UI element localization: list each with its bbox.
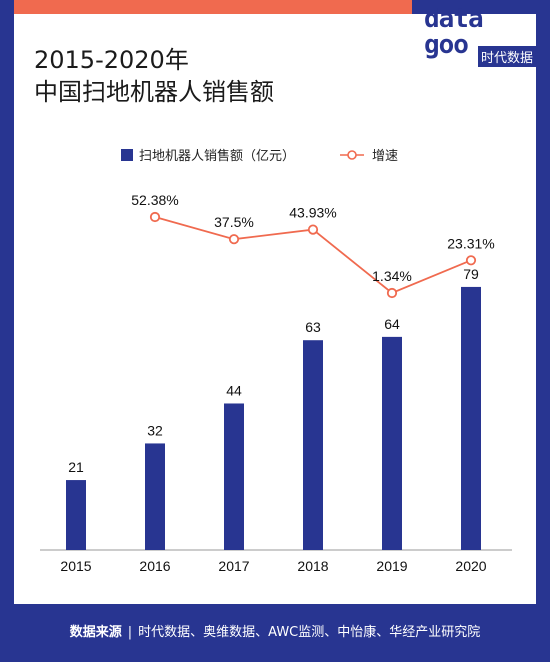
brand-good-text: goo (424, 30, 469, 60)
source-separator: | (127, 625, 133, 640)
growth-point-2017 (228, 234, 240, 245)
x-tick-2018: 2018 (297, 558, 328, 574)
bar-label-2018: 63 (305, 319, 321, 335)
bar-labels: 21 32 44 63 64 79 (68, 266, 479, 475)
bar-series (66, 286, 481, 550)
x-tick-2017: 2017 (218, 558, 249, 574)
x-tick-labels: 2015 2016 2017 2018 2019 2020 (60, 558, 486, 574)
growth-label-2020: 23.31% (447, 235, 494, 251)
growth-label-2017: 37.5% (214, 214, 254, 230)
growth-point-2019 (386, 287, 398, 299)
growth-label-2018: 43.93% (289, 205, 336, 221)
brand-tag: 时代数据 (478, 46, 537, 67)
bar-label-2019: 64 (384, 316, 400, 332)
x-tick-2019: 2019 (376, 558, 407, 574)
title-line-2: 中国扫地机器人销售额 (34, 78, 274, 106)
growth-point-2020 (465, 255, 477, 266)
legend-line-marker (347, 150, 357, 160)
x-tick-2016: 2016 (139, 558, 170, 574)
legend: 扫地机器人销售额（亿元） 增速 (121, 148, 398, 163)
growth-point-2016 (149, 211, 161, 223)
title-line-1: 2015-2020年 (34, 46, 189, 74)
chart-title: 2015-2020年 中国扫地机器人销售额 (34, 44, 274, 108)
bar-2017 (224, 403, 244, 550)
source-label: 数据来源 (69, 625, 122, 640)
x-tick-2020: 2020 (455, 558, 486, 574)
frame-right (536, 0, 550, 662)
legend-line-label: 增速 (372, 148, 398, 163)
growth-line-series (149, 211, 477, 299)
frame-left (0, 0, 14, 662)
growth-labels: 52.38% 37.5% 43.93% 1.34% 23.31% (131, 192, 494, 284)
growth-label-2016: 52.38% (131, 192, 178, 208)
x-tick-2015: 2015 (60, 558, 91, 574)
brand-logo: data goo 时代数据 (424, 6, 548, 74)
source-footer: 数据来源 | 时代数据、奥维数据、AWC监测、中怡康、华经产业研究院 (0, 604, 550, 662)
bar-2015 (66, 480, 86, 550)
bar-label-2017: 44 (226, 382, 242, 398)
legend-bar-label: 扫地机器人销售额（亿元） (139, 148, 295, 163)
bar-2016 (145, 443, 165, 550)
bar-2020 (461, 286, 481, 550)
growth-point-2018 (307, 224, 319, 235)
bar-2019 (382, 336, 402, 550)
frame-top-accent (14, 0, 412, 14)
bar-label-2020: 79 (463, 266, 479, 282)
bar-2018 (303, 340, 323, 550)
growth-label-2019: 1.34% (372, 268, 412, 284)
source-text: 时代数据、奥维数据、AWC监测、中怡康、华经产业研究院 (138, 625, 481, 640)
legend-bar-swatch (121, 149, 133, 161)
bar-label-2015: 21 (68, 459, 84, 475)
bar-label-2016: 32 (147, 422, 163, 438)
brand-data-text: data (424, 4, 484, 34)
